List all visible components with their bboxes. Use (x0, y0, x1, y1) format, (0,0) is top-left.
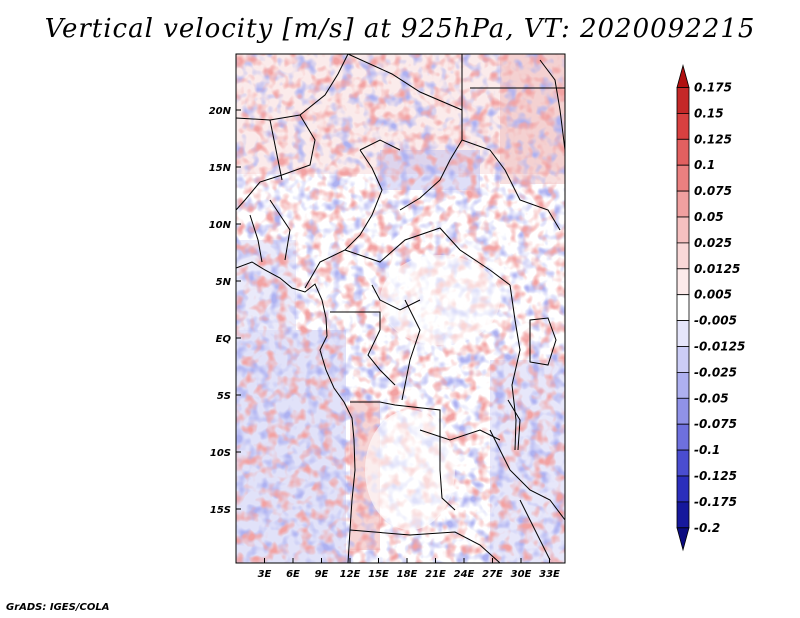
colorbar-label: 0.15 (694, 106, 724, 120)
lat-label: EQ (216, 334, 232, 345)
colorbar-label: 0.075 (694, 184, 732, 198)
colorbar-label: -0.005 (694, 314, 737, 328)
lon-label: 30E (511, 569, 532, 580)
longitude-axis: 3E 6E 9E 12E 15E 18E 21E 24E 27E 30E 33E (258, 558, 560, 580)
colorbar-segment (676, 268, 690, 296)
lon-label: 15E (368, 569, 389, 580)
colorbar-segment (676, 501, 690, 529)
colorbar-segment (676, 87, 690, 114)
chart-title: Vertical velocity [m/s] at 925hPa, VT: 2… (44, 14, 756, 44)
colorbar-label: 0.1 (694, 158, 715, 172)
lon-label: 6E (286, 569, 300, 580)
lon-label: 27E (482, 569, 503, 580)
colorbar-label: 0.05 (694, 210, 724, 224)
colorbar-label: -0.05 (694, 391, 729, 405)
colorbar-segment (676, 423, 690, 451)
colorbar-label: -0.025 (694, 365, 737, 379)
lat-label: 20N (209, 106, 232, 117)
colorbar-segment (676, 113, 690, 140)
colorbar-segment (676, 475, 690, 503)
lat-label: 10S (210, 448, 231, 459)
lat-label: 5S (217, 391, 231, 402)
colorbar-label: 0.0125 (694, 262, 740, 276)
colorbar-segment (676, 320, 690, 347)
lon-label: 18E (397, 569, 418, 580)
lon-label: 9E (315, 569, 329, 580)
field-shading (236, 54, 565, 563)
colorbar-segment (676, 527, 690, 552)
colorbar-segment (676, 242, 690, 270)
colorbar-label: 0.125 (694, 132, 732, 146)
colorbar-segment (676, 190, 690, 218)
latitude-axis: 20N 15N 10N 5N EQ 5S 10S 15S (209, 106, 241, 516)
colorbar-segment (676, 216, 690, 244)
colorbar-segment (676, 164, 690, 192)
colorbar-segment (676, 397, 690, 425)
lon-label: 24E (454, 569, 475, 580)
colorbar-label: -0.175 (694, 495, 737, 509)
colorbar-label: 0.025 (694, 236, 732, 250)
colorbar-segment (676, 138, 690, 166)
lat-label: 5N (216, 277, 232, 288)
colorbar-label: -0.075 (694, 417, 737, 431)
colorbar-label: -0.125 (694, 469, 737, 483)
grads-credit: GrADS: IGES/COLA (6, 602, 110, 613)
colorbar: 0.175 0.15 0.125 0.1 0.075 0.05 0.025 0.0125 0.0… (676, 63, 745, 552)
lat-label: 15N (209, 163, 232, 174)
colorbar-label: 0.005 (694, 288, 732, 302)
lat-label: 15S (210, 505, 231, 516)
colorbar-segment (676, 346, 690, 373)
colorbar-segment (676, 63, 690, 88)
colorbar-label: 0.175 (694, 81, 732, 95)
colorbar-label: -0.1 (694, 443, 720, 457)
colorbar-segment (676, 294, 690, 322)
coastlines-borders (236, 54, 565, 563)
plot-frame (235, 53, 566, 564)
lat-label: 10N (209, 220, 232, 231)
colorbar-segment (676, 449, 690, 477)
colorbar-label: -0.2 (694, 521, 720, 535)
lon-label: 3E (258, 569, 272, 580)
colorbar-segment (676, 371, 690, 399)
lon-label: 12E (340, 569, 361, 580)
lon-label: 33E (539, 569, 560, 580)
colorbar-label: -0.0125 (694, 340, 745, 354)
lon-label: 21E (425, 569, 446, 580)
